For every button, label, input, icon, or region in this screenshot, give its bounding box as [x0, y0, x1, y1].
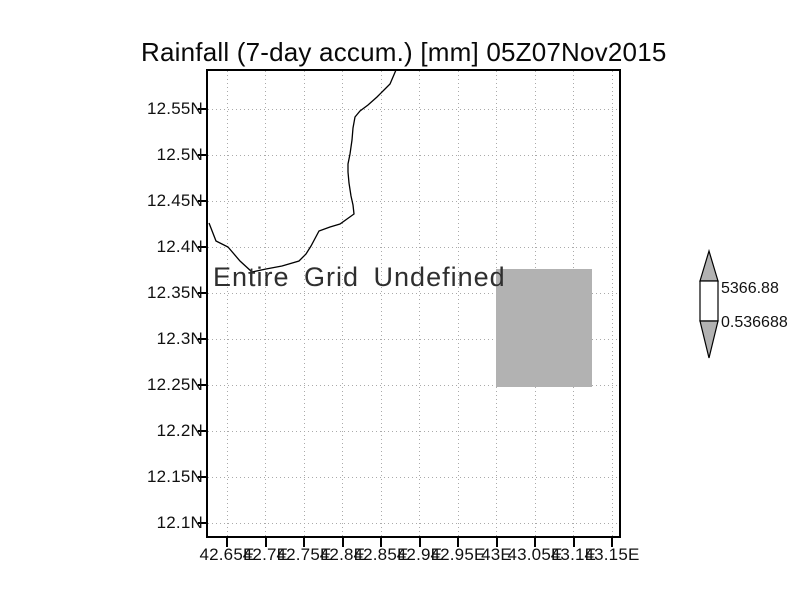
gridline-vertical — [226, 71, 228, 536]
x-axis-tick-label: 42.7E — [242, 545, 289, 564]
y-axis-tick-label: 12.1N — [156, 513, 203, 532]
y-axis-tick — [198, 430, 207, 432]
gridline-horizontal — [208, 338, 619, 340]
gridline-vertical — [303, 71, 305, 536]
y-axis-tick-label: 12.55N — [146, 99, 203, 118]
gridline-horizontal — [208, 246, 619, 248]
x-axis-tick-label: 43.15E — [584, 545, 640, 564]
y-axis-tick-label: 12.25N — [146, 375, 203, 394]
gridline-horizontal — [208, 108, 619, 110]
gridline-vertical — [611, 71, 613, 536]
x-axis-tick — [534, 538, 536, 547]
map-frame — [206, 69, 621, 538]
y-axis-tick-label: 12.2N — [156, 421, 203, 440]
x-axis-tick-label: 43E — [481, 545, 512, 564]
colorbar-arrow-down-icon — [699, 320, 719, 359]
x-axis-tick-label: 42.9E — [396, 545, 443, 564]
y-axis-tick — [198, 200, 207, 202]
y-axis-tick-label: 12.5N — [156, 145, 203, 164]
plot-title: Rainfall (7-day accum.) [mm] 05Z07Nov201… — [141, 37, 667, 67]
x-axis-tick-label: 43.1E — [550, 545, 597, 564]
y-axis-tick — [198, 292, 207, 294]
x-axis-tick — [457, 538, 459, 547]
colorbar-min-label: 0.536688 — [721, 314, 788, 331]
colorbar-arrow-up-icon — [699, 248, 719, 282]
x-axis-tick — [418, 538, 421, 547]
y-axis-tick — [198, 154, 207, 156]
x-axis-tick-label: 42.95E — [430, 545, 486, 564]
y-axis-tick — [198, 476, 207, 478]
x-axis-tick-label: 42.65E — [199, 545, 255, 564]
colorbar-max-label: 5366.88 — [721, 280, 779, 297]
colorbar-body — [699, 280, 719, 322]
y-axis-tick — [198, 338, 207, 340]
y-axis-tick-label: 12.15N — [146, 467, 203, 486]
undefined-grid-message: Entire Grid Undefined — [213, 262, 506, 292]
gridline-vertical — [380, 71, 382, 536]
x-axis-tick — [264, 538, 267, 547]
gridline-horizontal — [208, 200, 619, 202]
gridline-vertical — [419, 71, 420, 536]
x-axis-tick — [611, 538, 613, 547]
x-axis-tick — [341, 538, 344, 547]
y-axis-tick-label: 12.35N — [146, 283, 203, 302]
x-axis-tick-label: 42.85E — [353, 545, 409, 564]
y-axis-tick-label: 12.3N — [156, 329, 203, 348]
y-axis-tick — [198, 384, 207, 386]
x-axis-tick — [495, 538, 498, 547]
gridline-horizontal — [208, 154, 619, 156]
x-axis-tick — [572, 538, 575, 547]
y-axis-tick — [198, 108, 207, 110]
x-axis-tick-label: 43.05E — [507, 545, 563, 564]
y-axis-tick-label: 12.45N — [146, 191, 203, 210]
gridline-vertical — [342, 71, 343, 536]
x-axis-tick — [226, 538, 228, 547]
y-axis-tick — [198, 246, 207, 248]
gridline-horizontal — [208, 384, 619, 386]
x-axis-tick-label: 42.8E — [319, 545, 366, 564]
gridline-vertical — [265, 71, 266, 536]
gridline-horizontal — [208, 522, 619, 524]
y-axis-tick-label: 12.4N — [156, 237, 203, 256]
y-axis-tick — [198, 522, 207, 524]
x-axis-tick-label: 42.75E — [276, 545, 332, 564]
gridline-vertical — [457, 71, 459, 536]
x-axis-tick — [303, 538, 305, 547]
x-axis-tick — [380, 538, 382, 547]
shaded-region — [496, 269, 592, 387]
gridline-horizontal — [208, 292, 619, 294]
gridline-horizontal — [208, 430, 619, 432]
gridline-horizontal — [208, 476, 619, 478]
